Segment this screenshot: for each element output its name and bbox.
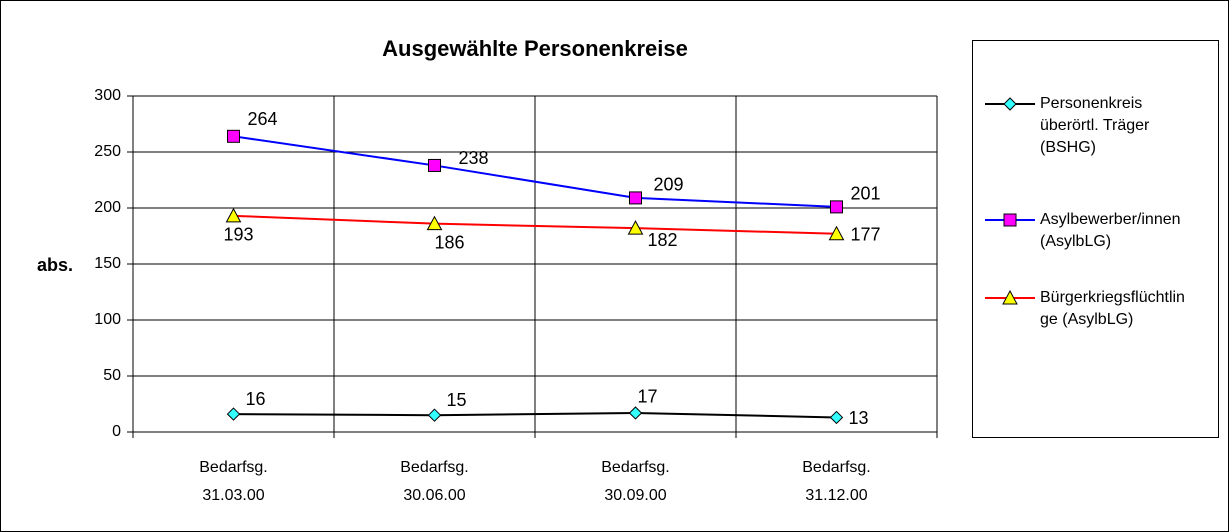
- data-label: 13: [849, 408, 869, 428]
- marker: [427, 408, 442, 422]
- data-label: 17: [638, 387, 658, 407]
- marker: [225, 207, 242, 223]
- data-label: 193: [224, 225, 254, 245]
- x-tick-label: 30.09.00: [604, 487, 666, 504]
- legend-marker: [1002, 289, 1018, 305]
- marker: [830, 200, 843, 214]
- marker: [226, 407, 241, 421]
- legend-marker: [1003, 97, 1017, 111]
- marker: [627, 220, 644, 235]
- x-tick-label: 30.06.00: [403, 487, 465, 504]
- series-line: [233, 214, 837, 235]
- data-label: 264: [248, 109, 278, 129]
- series-line: [233, 411, 837, 419]
- x-tick-label: Bedarfsg.: [601, 459, 669, 476]
- x-tick-label: Bedarfsg.: [400, 459, 468, 476]
- series-line: [233, 135, 837, 208]
- y-tick-label: 0: [112, 423, 121, 440]
- y-tick-label: 100: [94, 311, 121, 328]
- y-tick-label: 250: [94, 143, 121, 160]
- marker: [829, 410, 844, 425]
- data-label: 182: [648, 230, 678, 250]
- legend-label: Bürgerkriegsflüchtlinge (AsylbLG): [1040, 289, 1185, 328]
- data-label: 15: [447, 390, 467, 410]
- y-tick-label: 150: [94, 255, 121, 272]
- marker: [428, 158, 441, 172]
- marker: [628, 406, 643, 420]
- legend-label: Asylbewerber/innen (AsylbLG): [1040, 211, 1181, 250]
- legend-label: Personenkreis überörtl. Träger (BSHG): [1040, 95, 1150, 156]
- marker: [426, 215, 443, 231]
- data-label: 201: [851, 184, 881, 204]
- x-tick-label: 31.12.00: [805, 487, 867, 504]
- legend-marker: [1003, 213, 1017, 227]
- y-tick-label: 200: [94, 199, 121, 216]
- x-tick-label: Bedarfsg.: [199, 459, 267, 476]
- x-tick-label: 31.03.00: [202, 487, 264, 504]
- data-label: 238: [459, 148, 489, 168]
- y-tick-label: 50: [103, 367, 121, 384]
- y-axis-label: abs.: [37, 255, 73, 275]
- marker: [828, 225, 845, 241]
- data-label: 177: [851, 225, 881, 245]
- data-label: 16: [246, 389, 266, 409]
- chart-title: Ausgewählte Personenkreise: [382, 36, 688, 61]
- marker: [227, 129, 240, 143]
- x-tick-label: Bedarfsg.: [802, 459, 870, 476]
- y-tick-label: 300: [94, 87, 121, 104]
- data-label: 186: [435, 232, 465, 252]
- marker: [629, 191, 642, 205]
- data-label: 209: [654, 175, 684, 195]
